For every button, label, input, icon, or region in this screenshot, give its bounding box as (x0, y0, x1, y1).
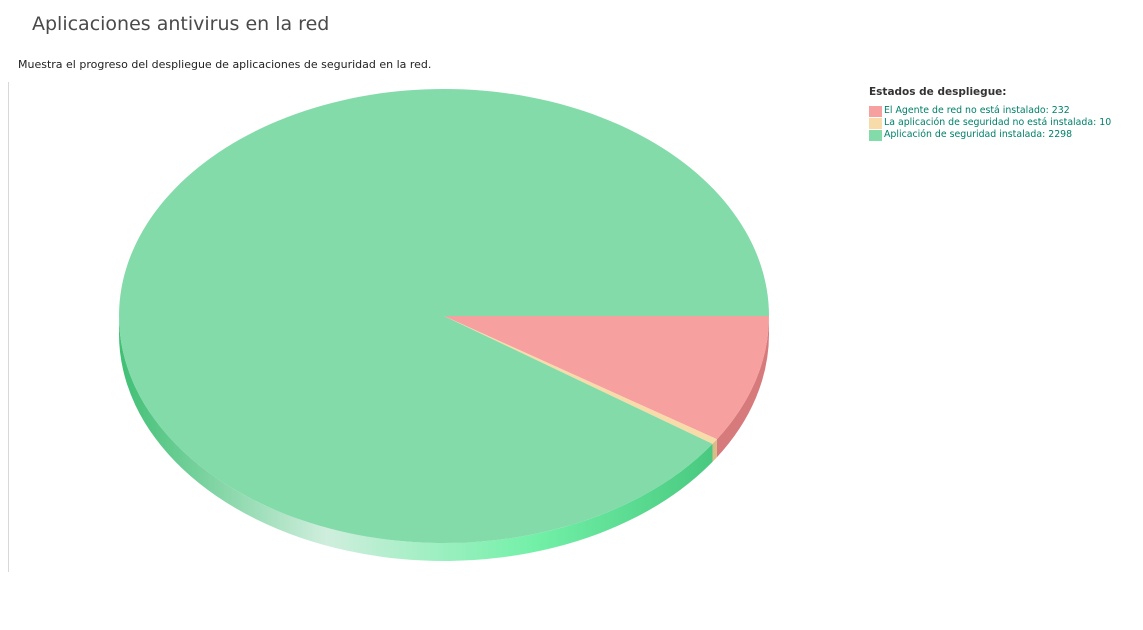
slice-agent-not-installed-side (716, 316, 770, 458)
legend-title: Estados de despliegue: (869, 86, 1007, 98)
legend-item-app-not-installed[interactable]: La aplicación de seguridad no está insta… (869, 117, 1141, 129)
widget-title: Aplicaciones antivirus en la red (32, 13, 330, 35)
legend-swatch (869, 129, 882, 141)
legend-label: La aplicación de seguridad no está insta… (884, 117, 1112, 128)
slice-app-installed[interactable] (119, 88, 770, 543)
legend: Estados de despliegue: El Agente de red … (869, 86, 1141, 141)
legend-item-app-installed[interactable]: Aplicación de seguridad instalada: 2298 (869, 129, 1141, 141)
widget-description: Muestra el progreso del despliegue de ap… (18, 58, 432, 71)
panel-divider (8, 82, 9, 572)
pie-sides (119, 316, 770, 561)
legend-swatch (869, 117, 882, 129)
legend-label: Aplicación de seguridad instalada: 2298 (884, 129, 1073, 140)
legend-item-agent-not-installed[interactable]: El Agente de red no está instalado: 232 (869, 105, 1141, 117)
pie-slices (119, 88, 770, 543)
slice-app-not-installed[interactable] (444, 316, 717, 444)
legend-swatch (869, 105, 882, 117)
slice-app-not-installed-side (712, 439, 717, 462)
slice-agent-not-installed[interactable] (444, 316, 770, 440)
legend-label: El Agente de red no está instalado: 232 (884, 105, 1070, 116)
